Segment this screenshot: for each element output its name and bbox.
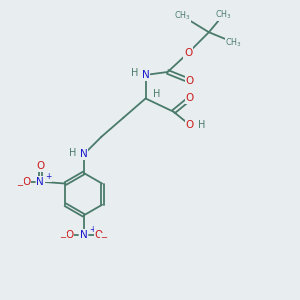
Text: O: O — [186, 120, 194, 130]
Text: −: − — [100, 233, 107, 242]
Text: CH$_3$: CH$_3$ — [215, 8, 232, 21]
Text: N: N — [80, 230, 88, 239]
Text: H: H — [198, 120, 205, 130]
Text: N: N — [142, 70, 149, 80]
Text: −: − — [59, 233, 66, 242]
Text: O: O — [186, 76, 194, 86]
Text: O: O — [22, 177, 30, 187]
Text: O: O — [184, 48, 192, 58]
Text: O: O — [186, 94, 194, 103]
Text: H: H — [153, 89, 160, 99]
Text: O: O — [36, 161, 44, 171]
Text: CH$_3$: CH$_3$ — [174, 10, 191, 22]
Text: N: N — [80, 149, 88, 159]
Text: CH$_3$: CH$_3$ — [226, 36, 242, 49]
Text: O: O — [94, 230, 103, 239]
Text: H: H — [131, 68, 138, 78]
Text: +: + — [45, 172, 52, 181]
Text: +: + — [89, 225, 95, 234]
Text: O: O — [65, 230, 73, 239]
Text: N: N — [37, 177, 44, 187]
Text: −: − — [16, 181, 23, 190]
Text: H: H — [69, 148, 76, 158]
